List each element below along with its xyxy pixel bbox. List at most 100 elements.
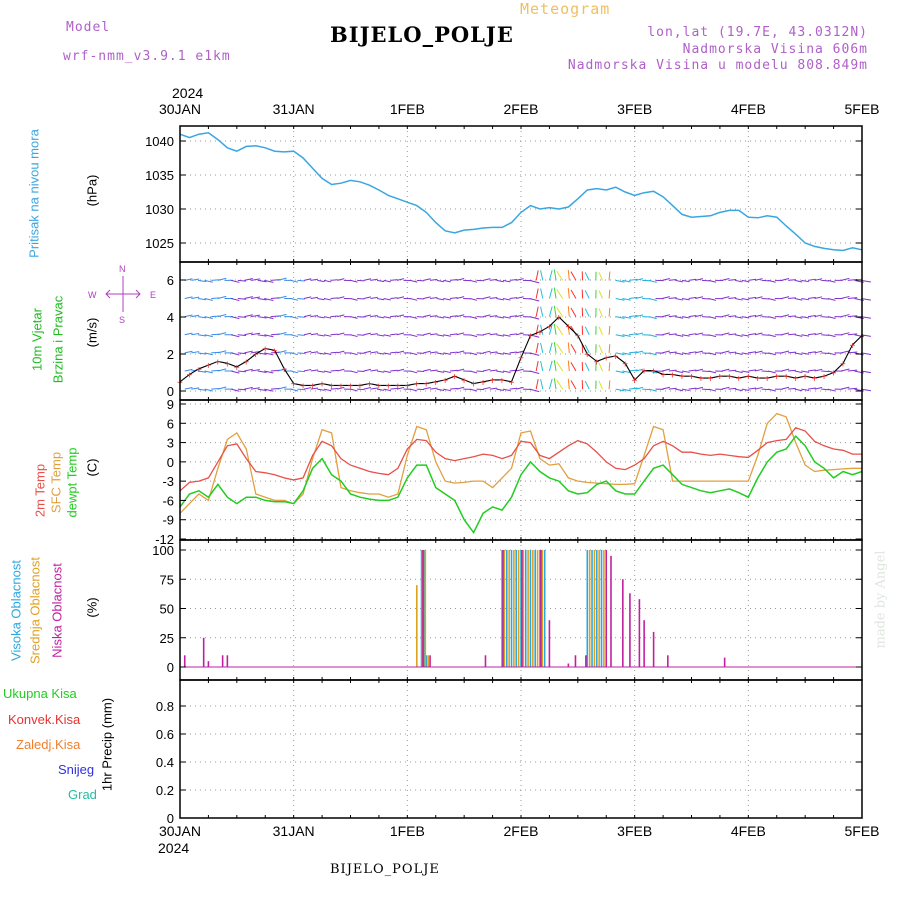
wind-speed-marker: + [850, 341, 856, 352]
wind-barb [310, 315, 319, 318]
wind-barb [570, 343, 577, 354]
wind-barb [250, 350, 261, 354]
wind-barb [721, 278, 730, 281]
y-tick-label: 0.4 [156, 755, 174, 770]
wind-barb [277, 313, 287, 318]
wind-barb [330, 297, 338, 299]
wind-barb [761, 279, 770, 282]
wind-barb [197, 316, 207, 319]
wind-barb [502, 316, 511, 319]
wind-barb [396, 332, 405, 336]
y-tick-label: 9 [167, 397, 174, 412]
wind-speed-marker: + [565, 322, 571, 333]
wind-barb [443, 316, 451, 319]
wind-barb [556, 270, 564, 281]
wind-speed-marker: + [641, 367, 647, 378]
wind-barb [204, 352, 213, 356]
wind-barb [567, 342, 570, 353]
wind-barb [370, 315, 378, 318]
wind-barb [681, 388, 690, 392]
wind-barb [748, 351, 757, 354]
wind-barb [449, 279, 458, 281]
wind-barb [648, 298, 657, 301]
y-tick-label: 0.8 [156, 699, 174, 714]
wind-barb [748, 387, 757, 390]
wind-barb [734, 316, 743, 319]
wind-speed-marker: + [310, 381, 316, 392]
wind-barb [681, 370, 690, 373]
wind-barb [257, 279, 267, 283]
wind-barb [337, 314, 345, 318]
wind-barb [628, 296, 638, 299]
wind-barb [502, 352, 511, 355]
wind-barb [662, 350, 670, 354]
wind-barb [668, 315, 677, 318]
time-tick-bottom: 2FEB [503, 823, 538, 839]
wind-barb [277, 295, 287, 299]
wind-barb [250, 369, 261, 372]
wind-barb [323, 388, 332, 392]
wind-barb [350, 334, 358, 338]
wind-barb [436, 370, 445, 373]
wind-barb [250, 387, 261, 390]
wind-barb [310, 387, 319, 390]
elevation-text: Nadmorska Visina 606m [682, 42, 868, 57]
time-tick-top: 4FEB [731, 101, 766, 117]
wind-barb [489, 315, 498, 318]
wind-barb [781, 332, 790, 336]
wind-barb [350, 370, 358, 374]
wind-barb [794, 279, 803, 283]
sfc-temp-line [179, 412, 862, 514]
wind-barb [598, 344, 603, 354]
year-bottom: 2024 [158, 840, 189, 856]
wind-barb [303, 278, 312, 281]
cloud-bars [180, 550, 862, 668]
wind-barb [741, 279, 750, 283]
wind-barb [788, 297, 796, 299]
wind-barb [827, 352, 836, 356]
wind-barb [337, 296, 345, 299]
wind-barb [277, 332, 287, 336]
wind-barb [482, 332, 491, 336]
wind-barb [350, 352, 358, 356]
wind-barb [754, 314, 763, 318]
wind-barb [556, 379, 564, 390]
wind-barb [489, 351, 498, 354]
wind-barb [237, 370, 247, 373]
wind-barb [608, 380, 611, 390]
y-tick-label: 0.6 [156, 727, 174, 742]
precip-legend-total: Ukupna Kisa [3, 686, 77, 701]
wind-barb [728, 279, 737, 281]
wind-barb [540, 324, 544, 335]
wind-barb [317, 334, 325, 337]
time-tick-bottom: 30JAN [159, 823, 201, 839]
wind-barb [443, 298, 451, 301]
wind-barb [648, 370, 657, 374]
wind-barb [608, 325, 611, 335]
wind-barb [821, 352, 830, 354]
wind-speed-marker: + [622, 359, 628, 370]
wind-barb [436, 352, 445, 355]
wind-barb [847, 297, 858, 299]
wind-barb [734, 370, 743, 374]
wind-barb [788, 369, 796, 372]
wind-barb [821, 334, 830, 336]
wind-barb [337, 332, 345, 336]
wind-barb [668, 369, 677, 372]
wind-barb [357, 388, 365, 391]
wind-barb [277, 386, 287, 390]
wind-barb [323, 316, 332, 319]
wind-barb [376, 388, 385, 391]
wind-barb [217, 332, 227, 336]
wind-barb [264, 352, 274, 356]
time-tick-bottom: 1FEB [390, 823, 425, 839]
wind-speed-marker: + [613, 352, 619, 363]
wind-barb [191, 278, 200, 281]
wind-barb [443, 334, 451, 337]
wind-barb [350, 388, 358, 392]
wind-barb [688, 387, 697, 390]
wind-speed-marker: + [755, 374, 761, 385]
wind-barb [337, 386, 345, 390]
precip-legend-conv: Konvek.Kisa [8, 712, 81, 727]
wind-barb [357, 370, 365, 373]
